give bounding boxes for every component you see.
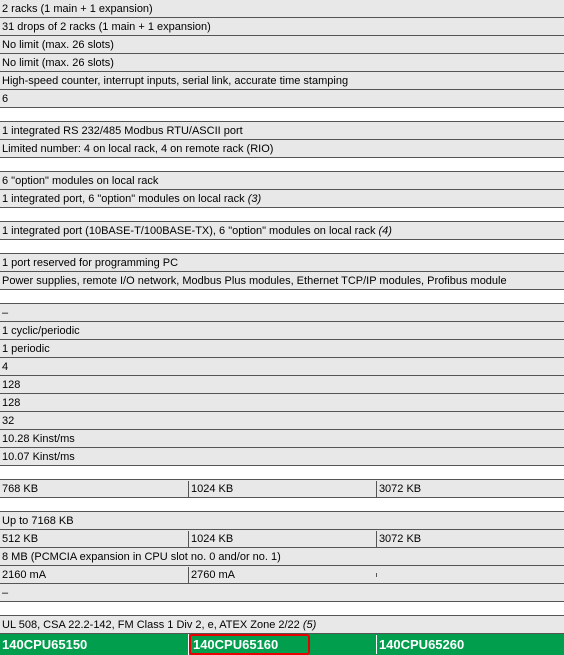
row-upto-7168: Up to 7168 KB [0,512,564,530]
certs-text-a: UL 508, CSA 22.2-142, FM Class 1 Div 2, [2,619,208,631]
row-kinst-1: 10.28 Kinst/ms [0,430,564,448]
note-ref-4: (4) [379,225,392,237]
cell-128b: 128 [0,395,564,411]
row-blank-2 [0,158,564,172]
row-blank-5 [0,290,564,304]
cell-128a: 128 [0,377,564,393]
note-ref-5: (5) [303,619,316,631]
part-3: 140CPU65260 [376,635,564,654]
row-integrated-port-2: 1 integrated port (10BASE-T/100BASE-TX),… [0,222,564,240]
row-integrated-port-1: 1 integrated port, 6 "option" modules on… [0,190,564,208]
row-prog-port: 1 port reserved for programming PC [0,254,564,272]
cell-nolimit-1: No limit (max. 26 slots) [0,37,564,53]
part-2-wrap: 140CPU65160 [188,634,376,655]
row-nolimit-1: No limit (max. 26 slots) [0,36,564,54]
cell-integrated-port-1: 1 integrated port, 6 "option" modules on… [0,191,564,207]
row-blank-4 [0,240,564,254]
row-128a: 128 [0,376,564,394]
cell-power-3 [376,573,564,577]
row-racks: 2 racks (1 main + 1 expansion) [0,0,564,18]
cell-periodic: 1 periodic [0,341,564,357]
row-pram: 512 KB 1024 KB 3072 KB [0,530,564,548]
cell-racks: 2 racks (1 main + 1 expansion) [0,1,564,17]
row-iram: 768 KB 1024 KB 3072 KB [0,480,564,498]
row-periodic: 1 periodic [0,340,564,358]
cell-power-supplies: Power supplies, remote I/O network, Modb… [0,273,564,289]
cell-32: 32 [0,413,564,429]
cell-dash-2: – [0,585,564,601]
row-cyclic: 1 cyclic/periodic [0,322,564,340]
text-ip1: 1 integrated port, 6 "option" modules on… [2,193,248,205]
row-six: 6 [0,90,564,108]
row-dash-1: – [0,304,564,322]
row-option-6: 6 "option" modules on local rack [0,172,564,190]
cell-kinst-1: 10.28 Kinst/ms [0,431,564,447]
row-blank-7 [0,498,564,512]
cell-pcmcia: 8 MB (PCMCIA expansion in CPU slot no. 0… [0,549,564,565]
text-ip2: 1 integrated port (10BASE-T/100BASE-TX),… [2,225,379,237]
cell-pram-1: 512 KB [0,531,188,547]
cell-limited: Limited number: 4 on local rack, 4 on re… [0,141,564,157]
row-nolimit-2: No limit (max. 26 slots) [0,54,564,72]
cell-cyclic: 1 cyclic/periodic [0,323,564,339]
row-pcmcia: 8 MB (PCMCIA expansion in CPU slot no. 0… [0,548,564,566]
row-modbus-port: 1 integrated RS 232/485 Modbus RTU/ASCII… [0,122,564,140]
certs-text-c: , ATEX Zone 2/22 [214,619,303,631]
row-dash-2: – [0,584,564,602]
cell-4: 4 [0,359,564,375]
cell-drops: 31 drops of 2 racks (1 main + 1 expansio… [0,19,564,35]
row-highspeed: High-speed counter, interrupt inputs, se… [0,72,564,90]
row-certs: UL 508, CSA 22.2-142, FM Class 1 Div 2, … [0,616,564,634]
row-limited: Limited number: 4 on local rack, 4 on re… [0,140,564,158]
cell-kinst-2: 10.07 Kinst/ms [0,449,564,465]
cell-nolimit-2: No limit (max. 26 slots) [0,55,564,71]
cell-highspeed: High-speed counter, interrupt inputs, se… [0,73,564,89]
part-1: 140CPU65150 [0,635,188,654]
part-2-highlight: 140CPU65160 [189,634,310,655]
cell-power-2: 2760 mA [188,567,376,583]
cell-prog-port: 1 port reserved for programming PC [0,255,564,271]
row-blank-6 [0,466,564,480]
part-2: 140CPU65160 [193,637,278,652]
cell-dash-1: – [0,305,564,321]
row-4: 4 [0,358,564,376]
row-part-numbers: 140CPU65150 140CPU65160 140CPU65260 [0,634,564,655]
cell-pram-2: 1024 KB [188,531,376,547]
row-power: 2160 mA 2760 mA [0,566,564,584]
cell-option-6: 6 "option" modules on local rack [0,173,564,189]
row-blank-8 [0,602,564,616]
cell-iram-1: 768 KB [0,481,188,497]
cell-pram-3: 3072 KB [376,531,564,547]
spec-table: 2 racks (1 main + 1 expansion) 31 drops … [0,0,564,655]
row-blank-3 [0,208,564,222]
cell-iram-2: 1024 KB [188,481,376,497]
note-ref-3: (3) [248,193,261,205]
cell-six: 6 [0,91,564,107]
row-drops: 31 drops of 2 racks (1 main + 1 expansio… [0,18,564,36]
cell-upto-7168: Up to 7168 KB [0,513,564,529]
cell-modbus-port: 1 integrated RS 232/485 Modbus RTU/ASCII… [0,123,564,139]
cell-integrated-port-2: 1 integrated port (10BASE-T/100BASE-TX),… [0,223,564,239]
row-blank-1 [0,108,564,122]
cell-iram-3: 3072 KB [376,481,564,497]
row-kinst-2: 10.07 Kinst/ms [0,448,564,466]
row-power-supplies: Power supplies, remote I/O network, Modb… [0,272,564,290]
row-32: 32 [0,412,564,430]
cell-certs: UL 508, CSA 22.2-142, FM Class 1 Div 2, … [0,617,564,633]
row-128b: 128 [0,394,564,412]
cell-power-1: 2160 mA [0,567,188,583]
